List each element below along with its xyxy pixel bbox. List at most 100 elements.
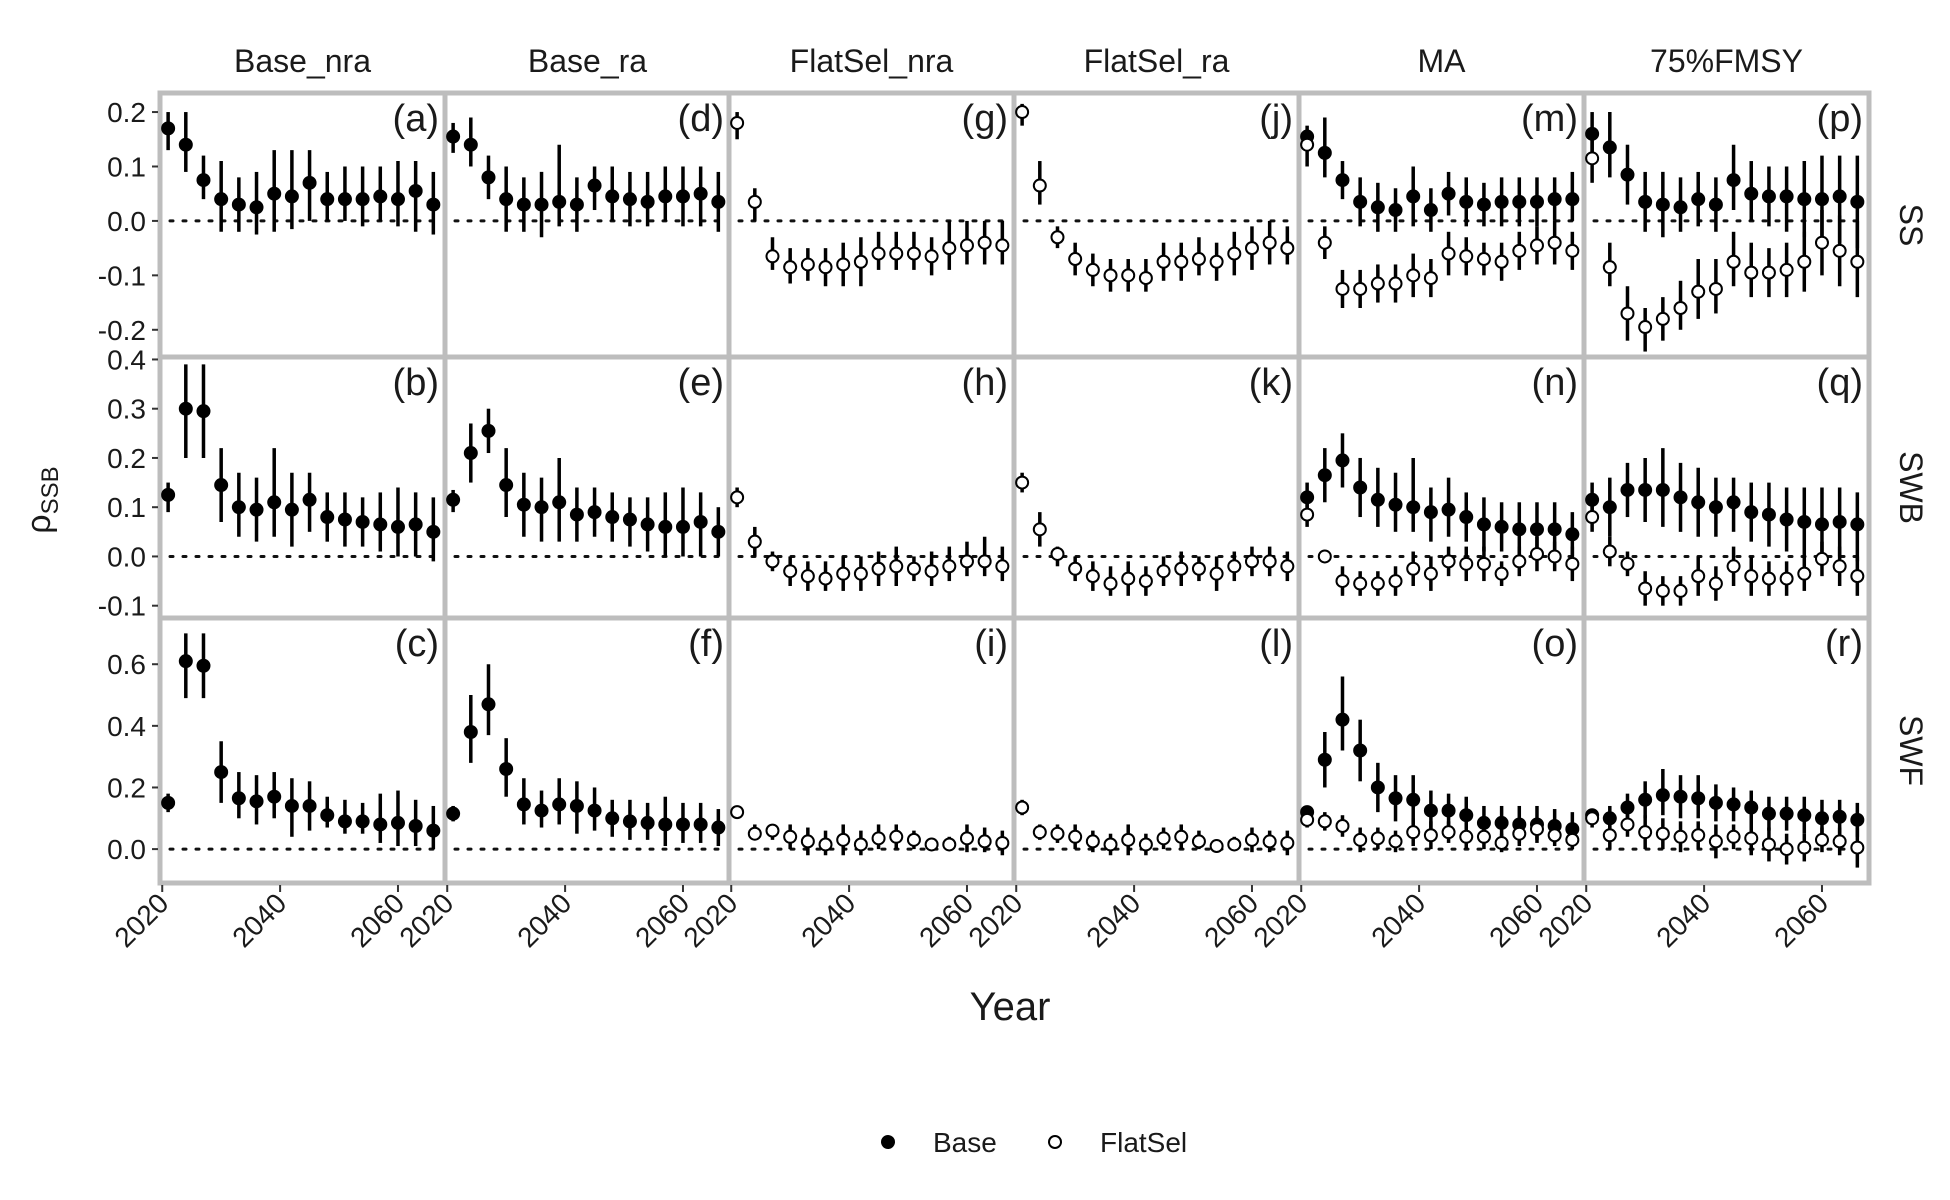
base-point [284,189,299,204]
flatsel-point [818,571,833,586]
row-label: SWB [1893,451,1929,524]
legend-label: Base [933,1127,997,1158]
flatsel-point [783,260,798,275]
base-point [1494,519,1509,534]
flatsel-point [1638,825,1653,840]
x-tick-label: 2020 [678,887,744,953]
flatsel-point [1085,262,1100,277]
x-tick-label: 2020 [394,887,460,953]
panel: (r) [1585,623,1865,868]
flatsel-point [836,566,851,581]
base-point [499,192,514,207]
flatsel-point [1353,576,1368,591]
panel: (n) [1300,362,1580,596]
x-tick-label: 2040 [795,887,861,953]
panel: (q) [1585,362,1865,606]
x-tick-label: 2020 [1248,887,1314,953]
flatsel-point [1103,837,1118,852]
flatsel-point [1761,837,1776,852]
x-tick-label: 2040 [1080,887,1146,953]
base-point [302,798,317,813]
flatsel-point [977,235,992,250]
flatsel-point [889,829,904,844]
flatsel-point [1280,559,1295,574]
flatsel-point [995,559,1010,574]
base-point [355,814,370,829]
base-point [1814,811,1829,826]
y-tick-label: 0.1 [107,492,146,523]
flatsel-point [1191,252,1206,267]
base-point [1779,806,1794,821]
panel-frame [1296,354,1587,621]
base-point [640,517,655,532]
base-point [1797,808,1812,823]
base-point [178,654,193,669]
panel-tag: (h) [962,362,1008,404]
flatsel-point [1156,254,1171,269]
y-tick-label: 0.1 [107,151,146,182]
column-label: 75%FMSY [1650,43,1803,79]
base-point [640,194,655,209]
base-point [408,517,423,532]
panel-tag: (g) [962,98,1008,140]
base-point [267,186,282,201]
panel-frame [1011,90,1302,360]
base-point [1691,192,1706,207]
flatsel-point [1529,822,1544,837]
flatsel-point [1459,556,1474,571]
base-point [481,697,496,712]
flatsel-point [1317,814,1332,829]
base-point [658,189,673,204]
flatsel-point [747,534,762,549]
flatsel-point [906,832,921,847]
flatsel-point [889,246,904,261]
base-point [1655,788,1670,803]
flatsel-point [765,554,780,569]
base-point [1638,194,1653,209]
base-point [552,797,567,812]
panel-tag: (q) [1817,362,1863,404]
base-point [481,170,496,185]
flatsel-point [1262,554,1277,569]
row-strip-labels: SS SWB SWF [1893,204,1929,786]
flatsel-point [1832,243,1847,258]
base-point [1459,194,1474,209]
y-tick-label: 0.2 [107,97,146,128]
flatsel-point [1744,831,1759,846]
flatsel-point [1406,268,1421,283]
flatsel-point [1121,832,1136,847]
flatsel-point [1744,569,1759,584]
base-point [516,197,531,212]
flatsel-point [1620,817,1635,832]
flatsel-point [1585,510,1600,525]
flatsel-point [1050,546,1065,561]
base-point [605,510,620,525]
flatsel-point [747,826,762,841]
legend-marker [1048,1135,1062,1149]
panel: (i) [730,623,1010,856]
flatsel-point [1085,834,1100,849]
flatsel-point [1779,842,1794,857]
base-point [302,175,317,190]
flatsel-point [1335,281,1350,296]
base-point [516,797,531,812]
base-point [1691,495,1706,510]
base-point [1744,505,1759,520]
flatsel-point [1494,254,1509,269]
base-point [1547,192,1562,207]
y-tick-label: -0.2 [98,315,146,346]
base-point [1353,743,1368,758]
y-tick-label: 0.2 [107,443,146,474]
y-axis-label: ρSSB [20,466,64,533]
panel: (k) [1015,362,1295,596]
panel: (d) [446,98,726,238]
flatsel-point [1441,246,1456,261]
base-point [320,192,335,207]
flatsel-point [1832,834,1847,849]
flatsel-point [1209,839,1224,854]
base-point [1459,510,1474,525]
base-point [1388,203,1403,218]
flatsel-point [1138,271,1153,286]
flatsel-point [1353,281,1368,296]
flatsel-point [1655,311,1670,326]
